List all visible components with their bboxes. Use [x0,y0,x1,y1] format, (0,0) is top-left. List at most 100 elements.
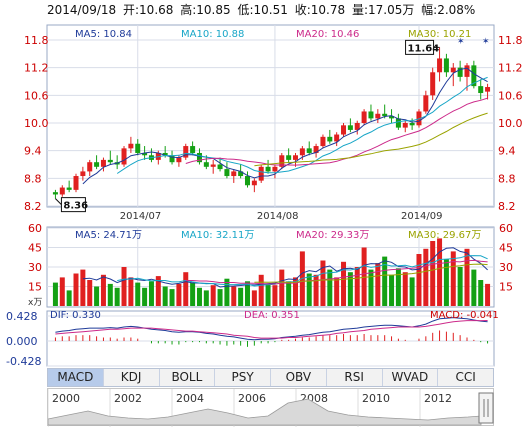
candle-body [238,171,244,177]
volume-bar [354,267,360,306]
candle-body [471,65,477,87]
candle-body [59,187,65,195]
volume-y-tick-right: 60 [499,222,513,235]
timeline-drag-handle[interactable] [478,392,494,424]
volume-bar [148,281,154,306]
candle-body [217,164,223,170]
candle-body [286,155,292,160]
volume-bar [224,278,230,306]
low-marker-label: 8.36 [63,201,88,212]
indicator-tabs: MACD KDJ BOLL PSY OBV RSI WVAD CCI [47,368,494,387]
volume-y-tick: 15 [28,281,42,294]
volume-bar [87,280,93,306]
candle-body [142,152,148,156]
volume-bar [471,269,477,306]
volume-bar [341,261,347,306]
tab-kdj[interactable]: KDJ [104,369,160,386]
volume-bar [478,280,484,306]
candle-body [437,58,443,73]
tab-obv[interactable]: OBV [271,369,327,386]
candle-body [169,155,175,163]
volume-ma20-line [185,259,488,285]
candle-body [176,157,182,163]
price-x-tick: 2014/07 [120,211,162,222]
timeline-navigator[interactable]: 2000 2002 2004 2006 2008 2010 2012 [47,388,494,427]
volume-bar [347,272,353,306]
volume-bar [183,272,189,306]
candle-body [409,123,415,126]
price-y-tick-right: 11.2 [498,62,523,75]
volume-unit: x万 [28,298,42,308]
timeline-year-label: 2012 [424,392,452,405]
volume-bar [361,247,367,306]
volume-bar [73,273,79,306]
volume-bar [382,256,388,306]
price-y-tick: 9.4 [24,145,42,158]
event-star-icon[interactable]: ✶ [457,37,465,47]
tab-cci[interactable]: CCI [455,370,476,384]
candle-body [382,113,388,117]
tab-boll[interactable]: BOLL [160,369,216,386]
candle-body [430,72,436,96]
volume-bar [430,241,436,306]
candle-body [162,152,168,156]
candle-body [73,176,79,190]
tab-psy[interactable]: PSY [215,369,271,386]
macd-y-tick: -0.428 [6,355,41,368]
volume-bar [169,289,175,306]
candle-body [327,136,333,142]
macd-y-tick: 0.000 [6,335,38,348]
candle-body [341,125,347,135]
candle-body [128,143,134,149]
volume-bar [265,283,271,306]
timeline-year-label: 2010 [362,392,390,405]
volume-bar [416,254,422,306]
volume-bar [114,287,120,306]
tab-wvad[interactable]: WVAD [383,369,439,386]
macd-dif-label: DIF: 0.330 [50,310,101,321]
volume-bar [327,269,333,306]
volume-bar [94,286,100,306]
volume-bar [450,251,456,306]
volume-bar [244,281,250,306]
price-ma-label: MA20: 10.46 [296,29,359,40]
price-y-tick-right: 8.8 [498,172,516,185]
volume-bar [66,290,72,306]
volume-y-tick-right: 15 [499,281,513,294]
candle-body [443,58,449,73]
volume-bar [135,282,141,306]
volume-bar [272,285,278,306]
volume-bar [162,286,168,306]
volume-bar [464,248,470,306]
price-x-tick: 2014/08 [257,211,299,222]
price-y-tick: 8.2 [24,200,42,213]
volume-bar [293,277,299,306]
volume-bar [368,269,374,306]
volume-bar [402,272,408,306]
candle-body [478,86,484,94]
price-y-tick: 11.8 [24,34,49,47]
candle-body [183,146,189,158]
tab-rsi[interactable]: RSI [327,369,383,386]
candle-body [354,123,360,130]
volume-bar [155,276,161,306]
event-star-icon[interactable]: ✶ [482,37,490,47]
candle-body [265,166,271,172]
candle-body [279,155,285,167]
volume-bar [231,286,237,306]
price-y-tick-right: 8.2 [498,200,516,213]
candle-body [244,176,250,186]
candle-body [334,134,340,142]
tab-macd[interactable]: MACD [48,369,104,386]
volume-bar [320,260,326,306]
volume-bar [313,274,319,306]
volume-bar [286,281,292,306]
price-y-tick-right: 10.6 [498,89,523,102]
volume-bar [375,263,381,306]
volume-ma5-line [82,247,488,288]
candle-body [347,125,353,130]
volume-bar [457,267,463,306]
timeline-year-label: 2002 [114,392,142,405]
volume-bar [217,289,223,306]
candle-body [224,169,230,177]
